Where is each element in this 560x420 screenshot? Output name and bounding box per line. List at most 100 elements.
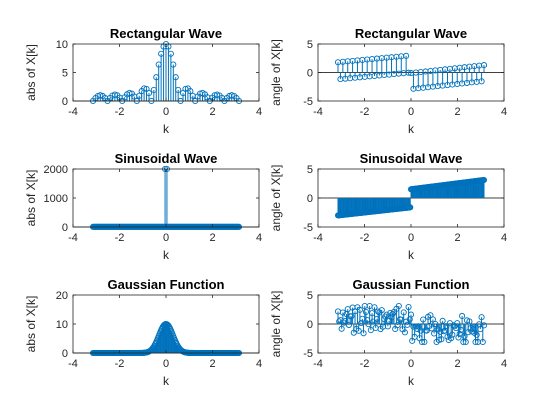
stem-marker [479,338,486,346]
y-axis-label: abs of X[k] [24,170,38,227]
stem-marker [462,338,469,346]
subplot-1: -4 -2 0 2 4 0 5 10 Rectangular Wave k abs of X[k] [24,26,262,136]
stem-marker [480,322,488,329]
y-tick-label: 2000 [44,164,68,176]
stem-marker [145,90,153,97]
x-tick-label: 4 [256,232,262,244]
x-tick-label: 2 [454,358,460,370]
y-tick-label: 5 [307,39,313,51]
x-tick-label: 4 [501,358,507,370]
subplot-4: -4 -2 0 2 4 -5 0 5 Sinusoidal Wave k angle of X[k] [269,151,507,262]
stem-marker [360,330,367,337]
stem-marker [187,88,194,95]
x-tick-label: -4 [68,358,78,370]
x-tick-label: 2 [209,106,215,118]
stem-marker [404,321,411,328]
x-tick-label: -2 [115,106,125,118]
x-tick-label: 4 [256,358,262,370]
y-tick-label: 0 [62,348,68,360]
stem-marker [371,304,378,311]
stem-marker [478,314,485,321]
x-tick-label: 4 [501,106,507,118]
y-axis-label: angle of X[k] [269,165,283,232]
x-tick-label: -2 [115,232,125,244]
stem-marker [420,316,427,323]
chart-title: Rectangular Wave [355,26,467,41]
y-tick-label: 0 [307,68,313,80]
stem-marker [339,309,346,316]
stem-marker [407,311,415,318]
x-axis-label: k [408,248,415,262]
stem-marker [362,308,370,315]
x-tick-label: 0 [163,106,169,118]
y-axis-label: angle of X[k] [269,291,283,358]
subplot-2: -4 -2 0 2 4 -5 0 5 Rectangular Wave k angle of X[k… [269,26,507,136]
y-tick-label: -5 [303,96,313,108]
y-axis-label: abs of X[k] [24,296,38,353]
x-tick-label: -2 [360,106,370,118]
stem-marker [338,325,345,332]
stem-marker [480,176,488,184]
y-tick-label: 0 [307,319,313,331]
chart-title: Rectangular Wave [110,26,222,41]
stem-series [334,52,488,92]
stem-marker [126,89,133,96]
stem-marker [356,306,363,313]
x-tick-label: 2 [209,232,215,244]
stem-marker [459,312,466,320]
subplot-3: -4 -2 0 2 4 0 1000 2000 Sinusoidal Wave k abs of X… [24,151,262,262]
stem-marker [405,303,412,311]
stem-marker [466,318,473,325]
x-tick-label: -4 [313,232,323,244]
stem-marker [111,91,118,98]
stem-marker [456,330,463,337]
axes-box [72,168,260,228]
x-tick-label: 0 [163,232,169,244]
stem-marker [355,327,362,334]
x-tick-label: 4 [501,232,507,244]
stem-marker [401,329,408,336]
y-tick-label: 20 [56,290,68,302]
stem-marker [449,331,456,338]
subplot-5: -4 -2 0 2 4 0 10 20 Gaussian Function k abs of X[k… [24,277,262,388]
stem-marker [367,327,374,334]
x-tick-label: -4 [313,106,323,118]
stem-marker [358,320,365,327]
y-tick-label: 5 [307,290,313,302]
y-tick-label: 0 [307,193,313,205]
stem-marker [438,336,445,343]
x-tick-label: 0 [408,358,414,370]
stem-marker [97,92,104,99]
stem-marker [175,86,182,94]
stem-marker [395,302,402,310]
y-tick-label: 10 [56,39,68,51]
stem-marker [167,50,174,57]
stem-series [334,176,488,219]
stem-marker [400,309,407,316]
stem-marker [461,333,468,340]
x-tick-label: -2 [115,358,125,370]
y-axis-label: angle of X[k] [269,39,283,106]
stem-series [334,302,488,346]
stem-marker [432,320,439,327]
x-tick-label: 2 [454,232,460,244]
y-tick-label: 5 [62,68,68,80]
stem-marker [378,307,385,314]
stem-marker [473,331,480,338]
x-tick-label: 2 [454,106,460,118]
y-axis-label: abs of X[k] [24,44,38,101]
stem-marker [375,308,382,315]
x-tick-label: -4 [313,358,323,370]
x-tick-label: -2 [360,232,370,244]
stem-marker [170,61,177,68]
stem-marker [480,62,488,69]
stem-marker [345,321,352,328]
stem-marker [423,327,430,334]
x-axis-label: k [163,122,170,136]
stem-marker [141,85,148,92]
x-tick-label: -2 [360,358,370,370]
y-tick-label: 10 [56,319,68,331]
y-tick-label: -5 [303,348,313,360]
x-axis-label: k [408,374,415,388]
stem-series [89,165,243,230]
